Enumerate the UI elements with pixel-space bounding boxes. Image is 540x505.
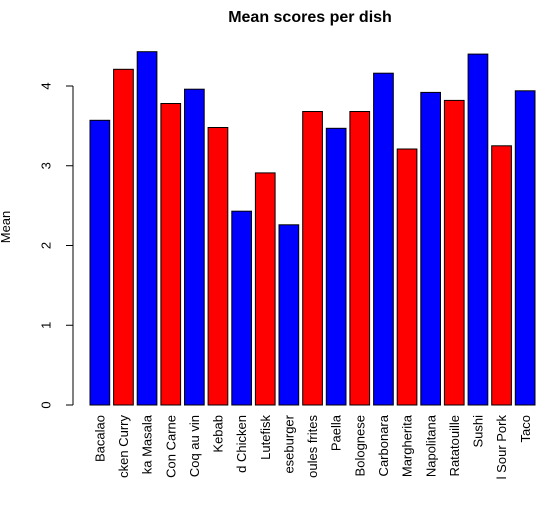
category-label: Napolitana	[423, 414, 438, 477]
bar	[185, 89, 205, 405]
bar	[255, 173, 275, 405]
category-label: Ratatouille	[447, 415, 462, 476]
category-label: Bolognese	[352, 415, 367, 476]
bar	[303, 112, 323, 406]
bar	[492, 146, 512, 405]
y-tick-label: 0	[39, 401, 54, 408]
bar	[161, 104, 181, 406]
category-label: Margherita	[400, 414, 415, 477]
category-label: Carbonara	[376, 414, 391, 476]
bar	[515, 91, 535, 405]
y-axis: 0 1 2 3 4	[39, 82, 73, 408]
category-label: Bacalao	[92, 415, 107, 462]
category-label: Sushi	[470, 415, 485, 448]
category-label: Taco	[518, 415, 533, 442]
category-label: cken Curry	[116, 415, 131, 478]
category-label: eseburger	[281, 414, 296, 473]
bars-group	[90, 52, 535, 405]
category-label: ka Masala	[140, 414, 155, 474]
category-label: l Sour Pork	[494, 415, 509, 480]
bar	[90, 120, 110, 405]
bar	[326, 128, 346, 405]
bar	[421, 92, 441, 405]
category-label: Con Carne	[163, 415, 178, 478]
bar	[468, 54, 488, 405]
bar	[444, 100, 464, 405]
category-label: Paella	[329, 414, 344, 451]
category-label: d Chicken	[234, 415, 249, 473]
category-label: Coq au vin	[187, 415, 202, 477]
y-tick-label: 1	[39, 322, 54, 329]
category-label: Kebab	[211, 415, 226, 453]
bar	[208, 128, 228, 406]
y-axis-label: Mean	[0, 211, 13, 244]
bar	[232, 211, 252, 405]
y-tick-label: 4	[39, 82, 54, 89]
category-label: Lutefisk	[258, 415, 273, 460]
y-tick-label: 2	[39, 242, 54, 249]
y-tick-label: 3	[39, 162, 54, 169]
chart-title: Mean scores per dish	[228, 9, 392, 26]
bar	[350, 112, 370, 406]
category-label: oules frites	[305, 415, 320, 478]
bar	[397, 149, 417, 405]
bar	[374, 73, 394, 405]
bar	[279, 225, 299, 405]
bar	[114, 69, 134, 405]
bar	[137, 52, 157, 405]
category-labels: Bacalao cken Curry ka Masala Con Carne Coq a…	[92, 414, 532, 479]
